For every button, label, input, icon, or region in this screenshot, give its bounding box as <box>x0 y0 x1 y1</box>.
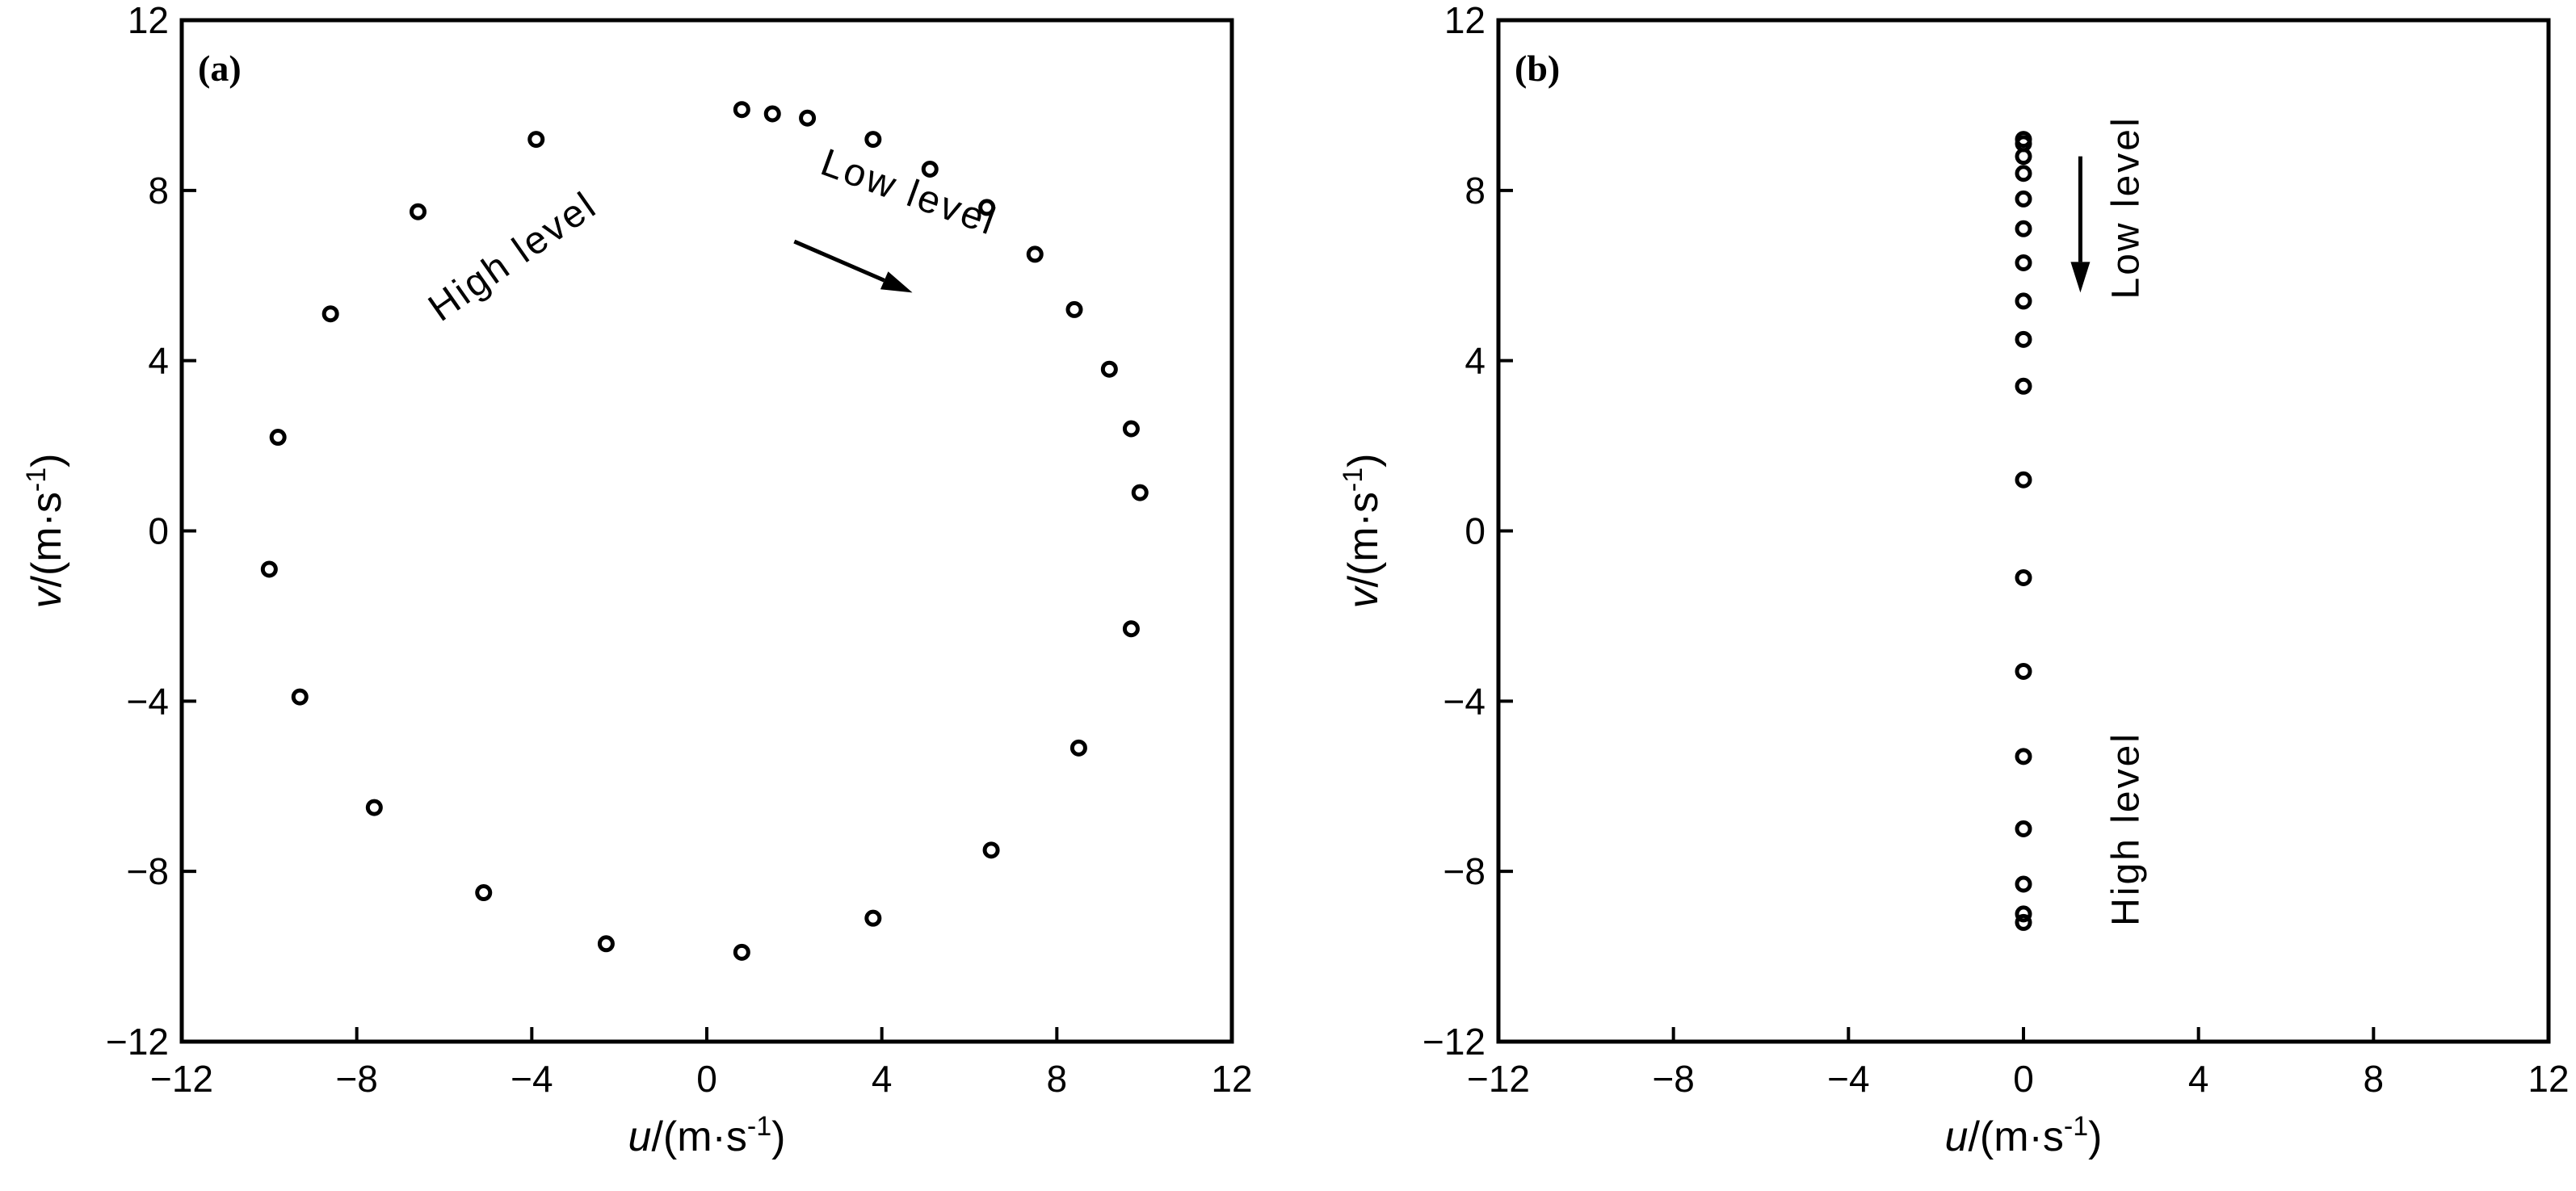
annotation-b-0: Low level <box>2105 115 2148 299</box>
data-point-a-21 <box>269 429 287 447</box>
data-point-b-14 <box>2015 820 2032 837</box>
x-tick-label-b-0: −12 <box>1467 1058 1530 1100</box>
y-tick-label-b-4: 4 <box>1464 340 1486 382</box>
annotations-a: Low level High level <box>421 141 1002 330</box>
data-point-a-1 <box>763 105 781 123</box>
x-tick-label-b-3: 0 <box>2013 1058 2034 1100</box>
y-tick-label-a-2: −4 <box>127 680 169 722</box>
data-point-a-5 <box>978 199 996 216</box>
data-point-a-7 <box>1065 300 1083 318</box>
data-point-b-9 <box>2015 377 2032 395</box>
x-tick-label-a-5: 8 <box>1047 1058 1068 1100</box>
data-point-b-5 <box>2015 220 2032 237</box>
data-point-b-16 <box>2015 905 2032 923</box>
data-point-a-18 <box>365 799 383 816</box>
y-tick-label-b-3: 0 <box>1464 510 1486 552</box>
y-axis-title-a: v/(m·s-1) <box>21 454 70 609</box>
y-tick-label-b-1: −8 <box>1443 850 1486 892</box>
plot-frame-a <box>179 18 1234 1044</box>
data-point-a-19 <box>291 688 309 706</box>
x-tick-label-a-2: −4 <box>511 1058 553 1100</box>
data-point-b-13 <box>2015 748 2032 765</box>
data-point-a-0 <box>733 101 750 119</box>
arrow-shaft-a <box>793 239 885 283</box>
data-point-b-15 <box>2015 875 2032 893</box>
y-tick-label-a-1: −8 <box>127 850 169 892</box>
data-point-a-17 <box>475 884 493 902</box>
data-point-b-8 <box>2015 330 2032 348</box>
panel-a: −12 −8 −4 0 4 8 12 −12 −8 −4 0 4 8 12 Low level High l… <box>21 0 1253 1160</box>
x-tick-label-b-6: 12 <box>2528 1058 2569 1100</box>
data-point-b-2 <box>2015 148 2032 166</box>
data-point-b-6 <box>2015 254 2032 271</box>
panel-label-b: (b) <box>1515 48 1560 89</box>
annotation-a-0: Low level <box>815 141 1002 244</box>
x-tick-label-a-1: −8 <box>335 1058 377 1100</box>
data-point-a-24 <box>527 131 545 149</box>
arrow-head-b <box>2070 262 2091 293</box>
x-axis-title-a: u/(m·s-1) <box>628 1111 786 1160</box>
x-tick-label-a-0: −12 <box>150 1058 213 1100</box>
data-point-a-3 <box>864 131 882 149</box>
data-point-a-11 <box>1122 620 1140 638</box>
data-point-a-14 <box>864 909 882 927</box>
panel-label-a: (a) <box>198 48 242 89</box>
data-point-a-16 <box>597 935 615 953</box>
data-point-a-12 <box>1069 739 1087 757</box>
data-point-b-4 <box>2015 190 2032 208</box>
data-point-a-8 <box>1100 360 1118 378</box>
y-tick-label-a-0: −12 <box>106 1021 169 1063</box>
points-a <box>260 101 1149 961</box>
data-point-a-9 <box>1122 420 1140 438</box>
points-b <box>2015 131 2032 931</box>
arrow-head-a <box>880 271 913 293</box>
data-point-a-2 <box>799 109 817 127</box>
x-tick-label-b-5: 8 <box>2364 1058 2385 1100</box>
x-axis-title-b: u/(m·s-1) <box>1945 1111 2103 1160</box>
y-tick-label-a-3: 0 <box>148 510 169 552</box>
data-point-b-12 <box>2015 662 2032 680</box>
x-tick-label-a-4: 4 <box>872 1058 893 1100</box>
data-point-b-11 <box>2015 568 2032 586</box>
panel-b: −12 −8 −4 0 4 8 12 −12 −8 −4 0 4 8 12 Low level High l… <box>1338 0 2570 1160</box>
data-point-a-23 <box>410 203 427 220</box>
annotation-b-1: High level <box>2105 732 2148 926</box>
data-point-a-13 <box>982 841 1000 859</box>
y-tick-label-b-0: −12 <box>1422 1021 1486 1063</box>
ticks-b: −12 −8 −4 0 4 8 12 −12 −8 −4 0 4 8 12 <box>1422 0 2570 1100</box>
x-tick-label-a-3: 0 <box>696 1058 717 1100</box>
ticks-a: −12 −8 −4 0 4 8 12 −12 −8 −4 0 4 8 12 <box>106 0 1253 1100</box>
y-axis-title-b: v/(m·s-1) <box>1338 454 1387 609</box>
data-point-b-7 <box>2015 292 2032 310</box>
data-point-a-4 <box>921 160 939 178</box>
annotation-a-1: High level <box>421 183 605 330</box>
x-tick-label-b-2: −4 <box>1827 1058 1869 1100</box>
annotations-b: Low level High level <box>2070 115 2148 926</box>
data-point-a-22 <box>321 305 339 323</box>
data-point-b-17 <box>2015 913 2032 931</box>
y-tick-label-b-5: 8 <box>1464 170 1486 212</box>
x-tick-label-b-1: −8 <box>1652 1058 1694 1100</box>
y-tick-label-a-6: 12 <box>128 0 169 41</box>
y-tick-label-b-2: −4 <box>1443 680 1486 722</box>
x-tick-label-b-4: 4 <box>2188 1058 2209 1100</box>
y-tick-label-a-4: 4 <box>148 340 169 382</box>
data-point-a-15 <box>733 943 750 961</box>
data-point-a-10 <box>1131 484 1149 501</box>
plot-frame-b <box>1496 18 2551 1044</box>
data-point-b-3 <box>2015 165 2032 182</box>
data-point-a-20 <box>260 560 278 578</box>
x-tick-label-a-6: 12 <box>1211 1058 1252 1100</box>
data-point-a-6 <box>1026 245 1044 263</box>
y-tick-label-a-5: 8 <box>148 170 169 212</box>
data-point-b-10 <box>2015 471 2032 489</box>
y-tick-label-b-6: 12 <box>1444 0 1486 41</box>
